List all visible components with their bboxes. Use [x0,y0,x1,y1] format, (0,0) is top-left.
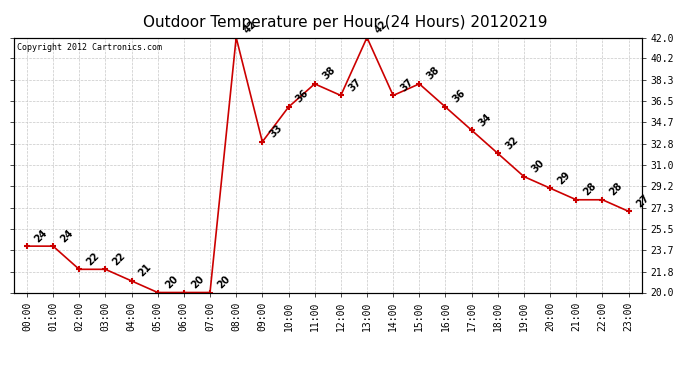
Text: 20: 20 [190,274,206,290]
Text: 27: 27 [634,193,651,209]
Text: 30: 30 [529,158,546,174]
Text: 37: 37 [346,76,363,93]
Text: 22: 22 [111,251,128,267]
Text: 38: 38 [425,65,442,82]
Text: 42: 42 [373,19,389,35]
Text: 20: 20 [164,274,180,290]
Text: 32: 32 [504,135,520,151]
Text: 37: 37 [399,76,415,93]
Text: 24: 24 [59,227,75,244]
Text: 36: 36 [451,88,468,105]
Text: 20: 20 [215,274,233,290]
Text: 29: 29 [555,170,572,186]
Text: 38: 38 [320,65,337,82]
Text: 22: 22 [85,251,101,267]
Text: 42: 42 [241,19,258,35]
Text: 24: 24 [32,227,49,244]
Text: 28: 28 [608,181,624,198]
Text: 36: 36 [294,88,310,105]
Text: Copyright 2012 Cartronics.com: Copyright 2012 Cartronics.com [17,43,162,52]
Text: Outdoor Temperature per Hour (24 Hours) 20120219: Outdoor Temperature per Hour (24 Hours) … [143,15,547,30]
Text: 33: 33 [268,123,284,140]
Text: 28: 28 [582,181,598,198]
Text: 21: 21 [137,262,154,279]
Text: 34: 34 [477,111,494,128]
